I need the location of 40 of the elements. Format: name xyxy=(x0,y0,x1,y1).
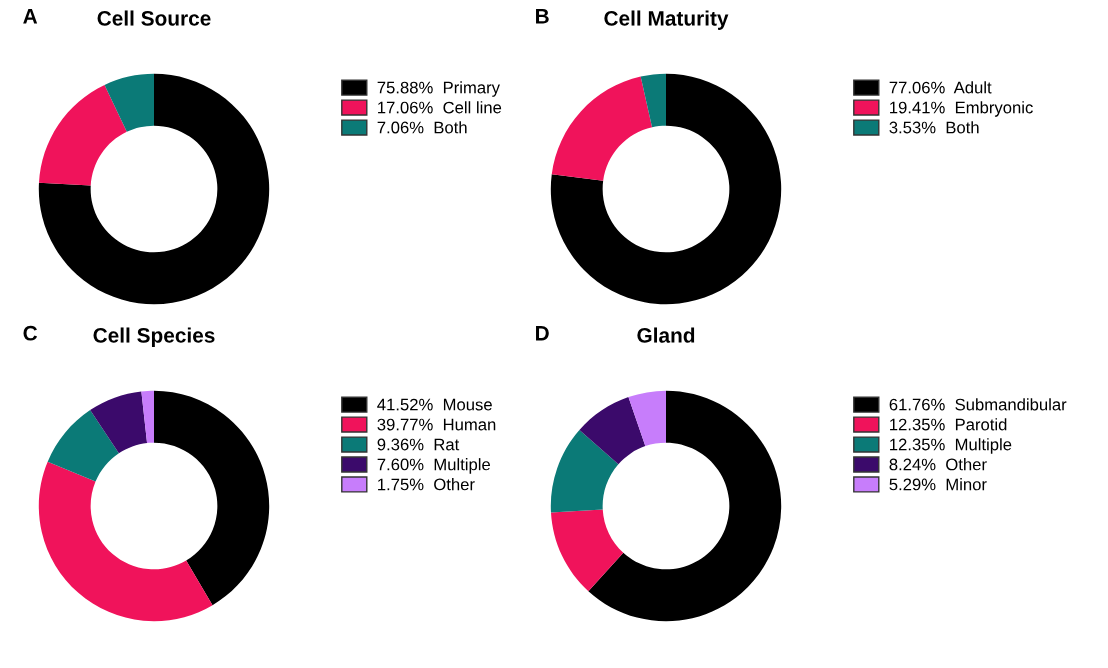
donut-slice xyxy=(154,390,270,606)
legend-label: 75.88% Primary xyxy=(377,81,500,97)
legend-label: 9.36% Rat xyxy=(377,438,460,451)
donut-slice xyxy=(38,84,127,186)
donut-slice xyxy=(628,390,666,447)
legend-label: 41.52% Mouse xyxy=(377,398,492,411)
legend-label: 39.77% Human xyxy=(377,418,496,431)
text: B xyxy=(536,9,549,24)
legend-label: 7.60% Multiple xyxy=(377,458,491,474)
donut-slice xyxy=(141,390,154,444)
donut-slice xyxy=(90,391,148,454)
legend-label: 12.35% Parotid xyxy=(890,418,1007,431)
chart-title: Cell Source xyxy=(97,10,211,26)
text: D xyxy=(536,326,549,341)
legend-label: 8.24% Other xyxy=(889,458,987,471)
donut-slice xyxy=(550,73,782,305)
legend-label: 61.76% Submandibular xyxy=(889,398,1067,411)
text: A xyxy=(23,9,38,24)
donut-slice xyxy=(551,76,653,181)
donut-slice xyxy=(38,73,270,305)
legend-label: 77.06% Adult xyxy=(889,81,992,94)
donut-slice xyxy=(47,410,119,482)
donut-slice xyxy=(104,73,154,132)
text: C xyxy=(23,325,38,341)
chart-title: Cell Species xyxy=(93,327,215,347)
legend-label: 5.29% Minor xyxy=(889,478,987,491)
donut-slice xyxy=(38,461,213,622)
chart-title: Cell Maturity xyxy=(604,10,729,30)
donut-slice xyxy=(550,429,619,513)
legend-label: 12.35% Multiple xyxy=(890,438,1012,454)
chart-title: Gland xyxy=(637,327,695,343)
donut-slice xyxy=(550,509,624,592)
donut-slice xyxy=(640,73,666,128)
legend-label: 19.41% Embryonic xyxy=(890,101,1033,117)
donut-slice xyxy=(588,390,782,622)
legend-label: 17.06% Cell line xyxy=(378,101,502,114)
legend-label: 3.53% Both xyxy=(889,121,979,134)
donut-slice xyxy=(579,397,646,465)
legend-label: 1.75% Other xyxy=(378,478,475,491)
legend-label: 7.06% Both xyxy=(377,121,467,134)
